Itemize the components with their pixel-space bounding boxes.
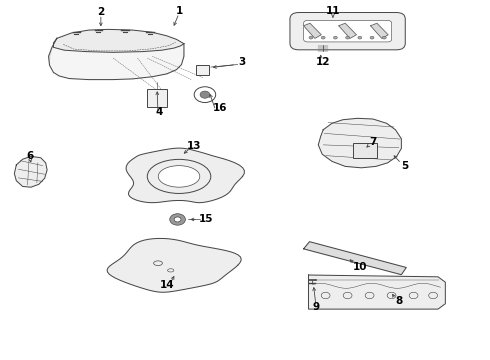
Text: 11: 11 [326,6,340,17]
Text: 15: 15 [198,215,213,224]
FancyBboxPatch shape [196,64,209,75]
Text: 2: 2 [97,7,104,17]
Polygon shape [14,156,47,187]
Circle shape [321,36,325,39]
Circle shape [358,36,362,39]
Text: 1: 1 [175,6,183,17]
Polygon shape [318,118,401,168]
Circle shape [382,36,386,39]
Polygon shape [304,242,406,275]
Polygon shape [49,39,184,80]
Text: 14: 14 [160,280,174,290]
Text: 8: 8 [395,296,403,306]
Text: 4: 4 [156,107,163,117]
Text: 7: 7 [369,138,377,147]
Circle shape [333,36,337,39]
FancyBboxPatch shape [304,21,392,42]
Ellipse shape [158,166,200,187]
Circle shape [200,91,210,98]
Text: 3: 3 [238,57,245,67]
Circle shape [370,36,374,39]
Polygon shape [107,238,241,292]
Text: 12: 12 [316,57,330,67]
FancyBboxPatch shape [353,143,377,158]
Polygon shape [49,39,184,80]
Circle shape [309,36,313,39]
Polygon shape [126,148,245,203]
FancyBboxPatch shape [290,13,405,50]
Circle shape [345,36,349,39]
Text: 9: 9 [312,302,319,312]
Text: 16: 16 [212,103,227,113]
Text: 10: 10 [353,262,367,272]
Polygon shape [53,30,184,52]
Text: 13: 13 [187,141,201,151]
Polygon shape [339,23,356,39]
Polygon shape [304,23,321,39]
Text: 6: 6 [26,150,34,161]
Text: 5: 5 [402,161,409,171]
Circle shape [174,217,181,222]
FancyBboxPatch shape [147,89,167,107]
Circle shape [170,214,185,225]
Polygon shape [370,23,388,39]
Polygon shape [309,275,445,309]
